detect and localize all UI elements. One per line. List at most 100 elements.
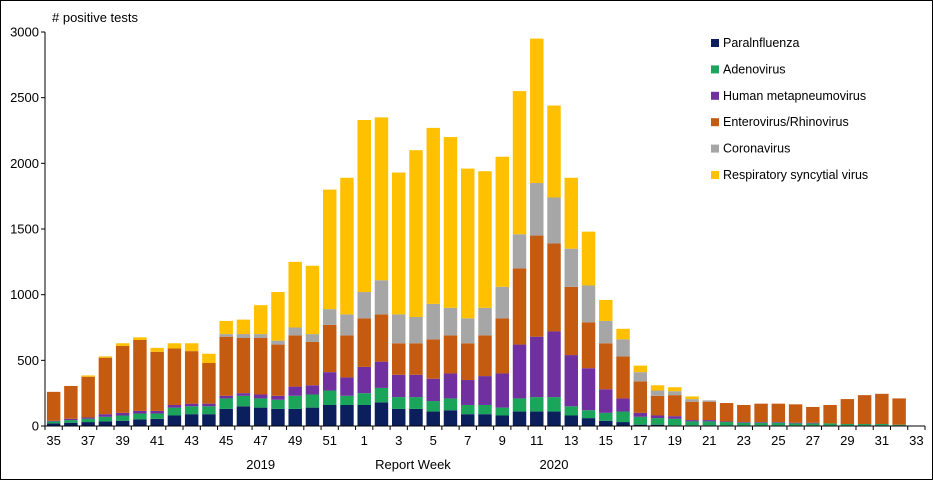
bar-segment-13-s4 bbox=[564, 248, 579, 287]
x-tick-label: 7 bbox=[464, 433, 471, 448]
bar-segment-51-s2 bbox=[322, 372, 337, 391]
bar-segment-45-s1 bbox=[219, 398, 233, 409]
bar-segment-37-s0 bbox=[81, 422, 95, 426]
bar-segment-10-s5 bbox=[512, 91, 527, 235]
legend-label: Coronavirus bbox=[723, 142, 790, 156]
bar-segment-46-s5 bbox=[236, 319, 251, 335]
bar-segment-37-s3 bbox=[81, 376, 95, 418]
bar-segment-1-s5 bbox=[357, 119, 371, 293]
x-tick-label: 29 bbox=[840, 433, 854, 448]
bar-segment-8-s1 bbox=[478, 404, 492, 415]
bar-segment-39-s3 bbox=[115, 345, 130, 413]
legend-swatch bbox=[711, 39, 719, 47]
bar-segment-18-s4 bbox=[650, 390, 665, 396]
bar-segment-12-s1 bbox=[547, 397, 561, 412]
bar-segment-26-s1 bbox=[788, 423, 803, 426]
bar-segment-18-s2 bbox=[650, 415, 665, 419]
bar-segment-13-s0 bbox=[564, 415, 579, 426]
bar-segment-11-s2 bbox=[530, 336, 544, 398]
bar-segment-25-s1 bbox=[771, 422, 786, 426]
bar-segment-44-s2 bbox=[202, 403, 216, 407]
bar-segment-3-s1 bbox=[392, 397, 406, 409]
legend-label: Respiratory syncytial virus bbox=[723, 168, 868, 182]
bar-segment-50-s5 bbox=[305, 265, 320, 335]
bar-segment-10-s0 bbox=[512, 411, 527, 426]
bar-segment-31-s3 bbox=[875, 393, 889, 425]
bar-segment-16-s1 bbox=[616, 411, 630, 423]
bar-segment-37-s5 bbox=[81, 375, 95, 377]
bar-segment-52-s2 bbox=[340, 377, 354, 396]
bar-segment-4-s3 bbox=[409, 343, 423, 375]
bar-segment-49-s1 bbox=[288, 395, 302, 409]
bar-segment-8-s5 bbox=[478, 171, 492, 308]
bar-segment-43-s5 bbox=[184, 343, 199, 352]
bar-segment-36-s3 bbox=[64, 385, 78, 419]
bar-segment-8-s0 bbox=[478, 414, 492, 426]
bar-segment-46-s0 bbox=[236, 406, 251, 426]
bar-segment-24-s2 bbox=[754, 422, 768, 423]
bar-segment-2-s5 bbox=[374, 117, 389, 281]
bar-segment-12-s4 bbox=[547, 197, 561, 244]
bar-segment-47-s2 bbox=[253, 394, 268, 399]
bar-segment-23-s3 bbox=[737, 404, 751, 423]
bar-segment-40-s1 bbox=[133, 413, 147, 420]
bar-segment-16-s5 bbox=[616, 328, 630, 340]
bar-segment-24-s3 bbox=[754, 403, 768, 423]
bar-segment-50-s1 bbox=[305, 394, 320, 408]
legend-swatch bbox=[711, 118, 719, 127]
bar-segment-47-s1 bbox=[253, 398, 268, 408]
bar-segment-39-s2 bbox=[115, 412, 130, 416]
legend-swatch bbox=[711, 65, 719, 74]
bar-segment-47-s3 bbox=[253, 338, 268, 395]
bar-segment-41-s1 bbox=[150, 413, 164, 419]
bar-segment-17-s4 bbox=[633, 372, 648, 382]
bar-segment-48-s5 bbox=[271, 292, 285, 341]
bar-segment-4-s2 bbox=[409, 374, 423, 398]
bar-segment-17-s5 bbox=[633, 365, 648, 373]
x-tick-label: 47 bbox=[253, 433, 267, 448]
bar-segment-51-s1 bbox=[322, 390, 337, 405]
bar-segment-40-s2 bbox=[133, 410, 147, 414]
legend: Paralnfluenza Adenovirus Human metapneumov… bbox=[711, 36, 868, 182]
bar-segment-3-s4 bbox=[392, 314, 406, 344]
bar-segment-15-s2 bbox=[599, 389, 613, 413]
bar-segment-40-s0 bbox=[133, 419, 147, 426]
bar-segment-13-s3 bbox=[564, 286, 579, 356]
bar-segment-9-s5 bbox=[495, 156, 509, 287]
bar-segment-39-s5 bbox=[115, 343, 130, 346]
bar-segment-26-s3 bbox=[788, 404, 803, 423]
y-tick-label: 500 bbox=[17, 353, 39, 368]
bar-segment-19-s4 bbox=[668, 391, 682, 396]
x-tick-label: 41 bbox=[150, 433, 164, 448]
bar-segment-44-s1 bbox=[202, 406, 216, 415]
bar-segment-45-s5 bbox=[219, 320, 233, 335]
bar-segment-2-s1 bbox=[374, 387, 389, 403]
bar-segment-18-s1 bbox=[650, 418, 665, 425]
bar-segment-42-s5 bbox=[167, 343, 182, 349]
bar-segment-20-s4 bbox=[685, 399, 699, 402]
bar-segment-10-s2 bbox=[512, 344, 527, 399]
bar-segment-18-s3 bbox=[650, 395, 665, 416]
bar-segment-32-s3 bbox=[892, 398, 906, 425]
bar-segment-7-s2 bbox=[461, 380, 475, 405]
bar-segment-4-s1 bbox=[409, 397, 423, 409]
bar-segment-13-s5 bbox=[564, 177, 579, 249]
x-tick-label: 33 bbox=[909, 433, 923, 448]
bar-segment-39-s1 bbox=[115, 415, 130, 421]
bar-segment-49-s3 bbox=[288, 335, 302, 387]
bar-segment-48-s1 bbox=[271, 399, 285, 409]
bar-segment-5-s4 bbox=[426, 303, 440, 340]
bar-segment-45-s4 bbox=[219, 334, 233, 337]
bar-segment-51-s0 bbox=[322, 404, 337, 426]
bar-segment-9-s3 bbox=[495, 318, 509, 374]
bar-segment-5-s1 bbox=[426, 401, 440, 412]
y-tick-label: 1500 bbox=[10, 222, 39, 237]
bar-segment-4-s5 bbox=[409, 150, 423, 317]
bar-segment-29-s3 bbox=[840, 399, 855, 425]
y-tick-label: 0 bbox=[32, 419, 39, 434]
x-tick-label: 17 bbox=[633, 433, 647, 448]
bar-segment-42-s2 bbox=[167, 404, 182, 408]
bar-segment-43-s0 bbox=[184, 414, 199, 426]
